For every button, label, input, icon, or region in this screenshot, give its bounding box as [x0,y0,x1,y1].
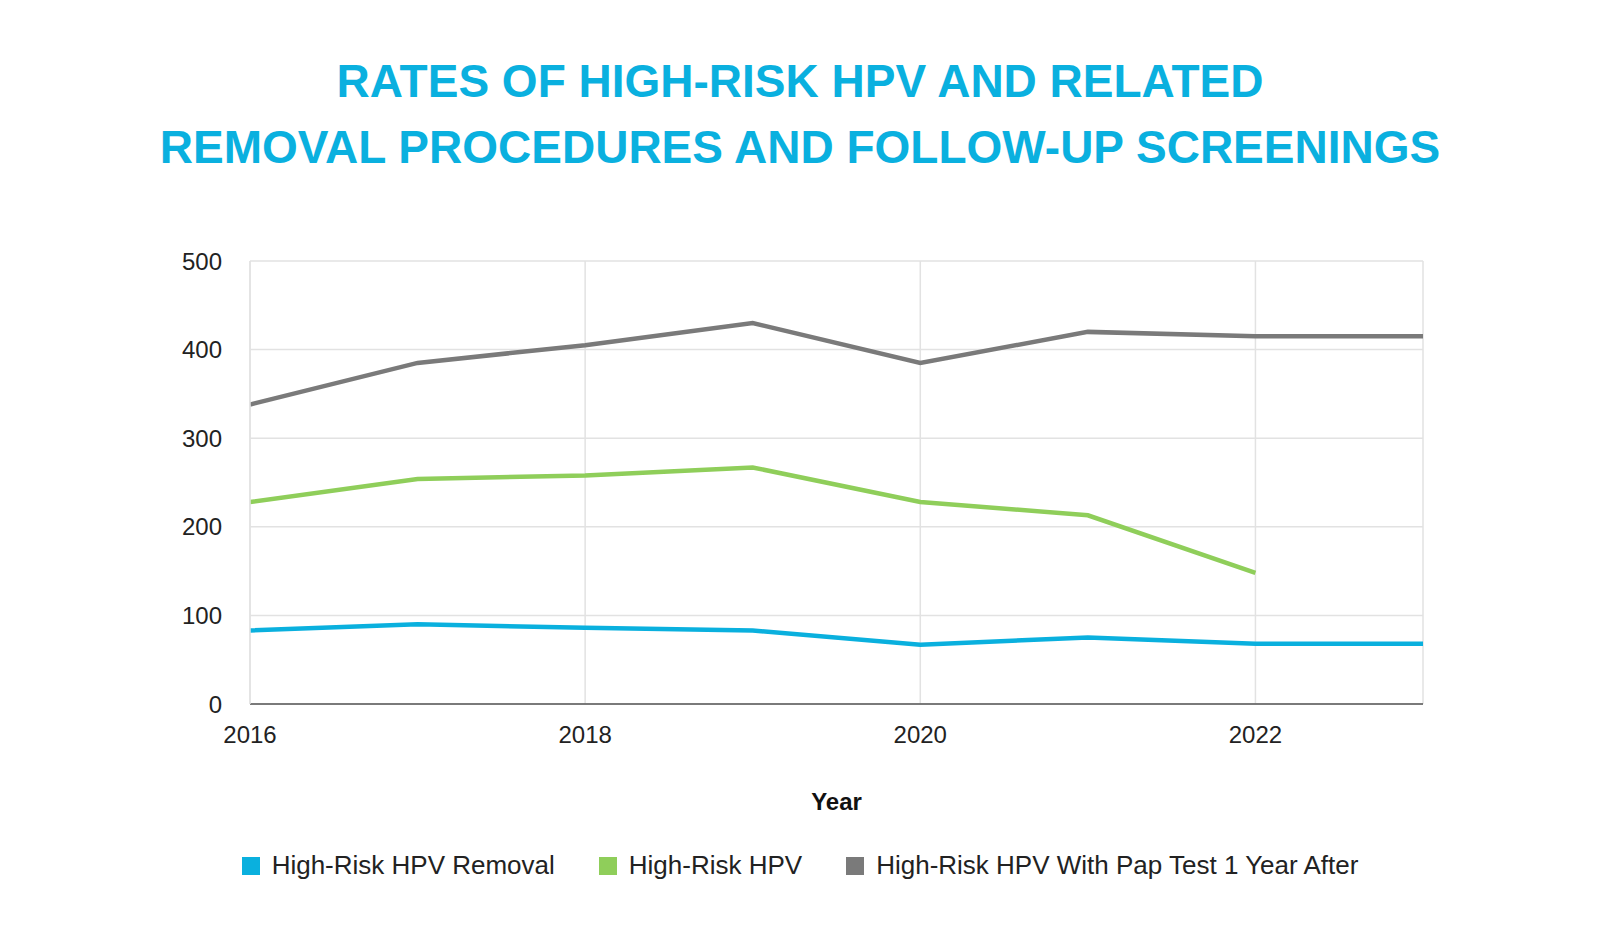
svg-text:2020: 2020 [894,721,947,748]
svg-text:2018: 2018 [558,721,611,748]
svg-text:0: 0 [209,691,222,718]
html-text:REMOVAL PROCEDURES AND FOLLOW-: REMOVAL PROCEDURES AND FOLLOW-UP SCREENI… [159,121,1441,173]
svg-text:2022: 2022 [1229,721,1282,748]
html-text:High-Risk HPV: High-Risk HPV [628,850,803,880]
svg-text:200: 200 [182,513,222,540]
html-text:RATES OF HIGH-RISK HPV AND REL: RATES OF HIGH-RISK HPV AND RELATED [336,55,1264,107]
svg-text:100: 100 [182,602,222,629]
html-text:High-Risk HPV Removal: High-Risk HPV Removal [271,850,555,880]
svg-text:500: 500 [182,248,222,275]
svg-text:2016: 2016 [223,721,276,748]
svg-text:400: 400 [182,336,222,363]
svg-text:300: 300 [182,425,222,452]
svg-text:Year: Year [811,788,862,815]
html-text:High-Risk HPV With Pap Test 1: High-Risk HPV With Pap Test 1 Year After [876,850,1359,880]
